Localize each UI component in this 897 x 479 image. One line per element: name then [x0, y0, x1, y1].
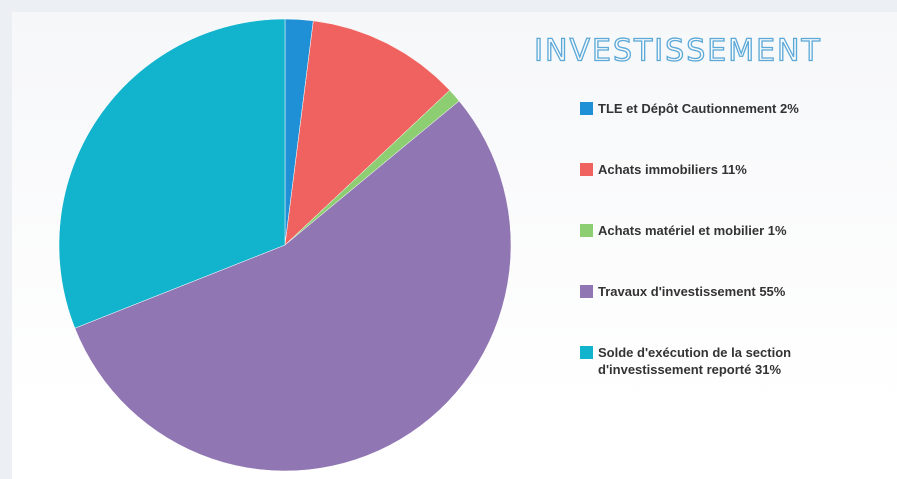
pie-slice	[284, 20, 451, 246]
legend-swatch	[580, 163, 593, 176]
legend-swatch	[580, 102, 593, 115]
chart-title: INVESTISSEMENT	[534, 34, 822, 69]
legend-item: Achats matériel et mobilier 1%	[580, 222, 840, 283]
legend-label: Travaux d'investissement 55%	[598, 284, 786, 299]
legend-label: Achats matériel et mobilier 1%	[598, 223, 787, 238]
legend-swatch	[580, 346, 593, 359]
legend: TLE et Dépôt Cautionnement 2% Achats immo…	[580, 100, 840, 405]
legend-label: Achats immobiliers 11%	[598, 162, 747, 177]
pie-slice	[58, 18, 286, 329]
pie-slice	[74, 100, 512, 472]
legend-label: TLE et Dépôt Cautionnement 2%	[598, 101, 799, 116]
legend-swatch	[580, 285, 593, 298]
legend-item: Solde d'exécution de la section d'invest…	[580, 344, 840, 405]
legend-item: TLE et Dépôt Cautionnement 2%	[580, 100, 840, 161]
legend-item: Travaux d'investissement 55%	[580, 283, 840, 344]
legend-swatch	[580, 224, 593, 237]
legend-label: Solde d'exécution de la section d'invest…	[598, 345, 792, 377]
legend-item: Achats immobiliers 11%	[580, 161, 840, 222]
